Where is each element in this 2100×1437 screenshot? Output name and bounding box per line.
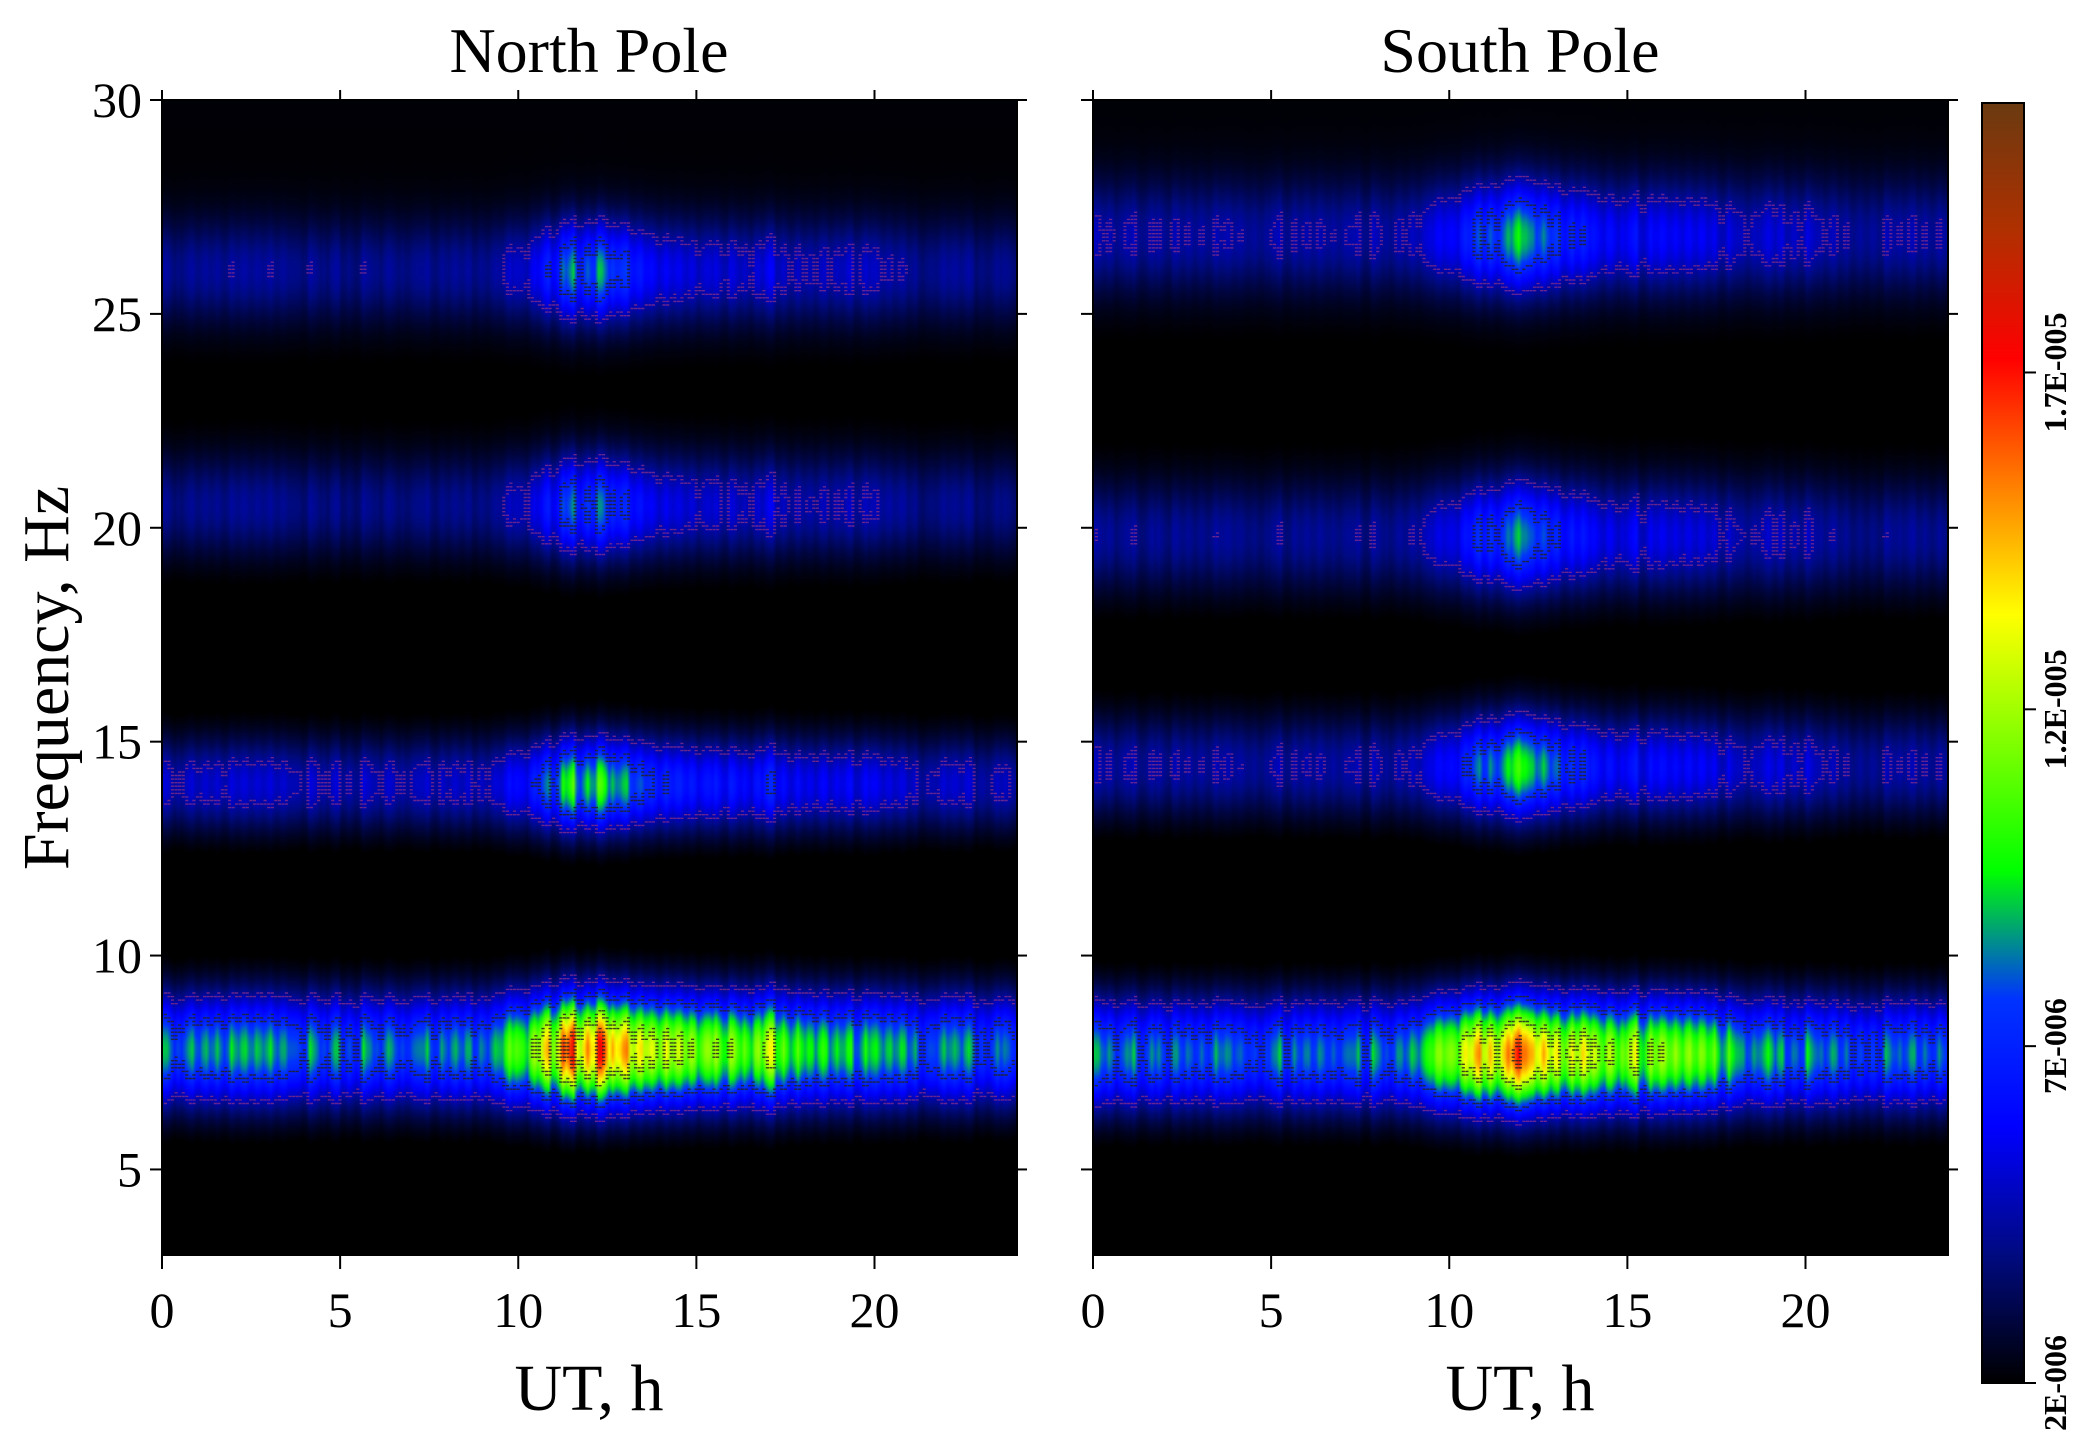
x-tick-label: 0 xyxy=(150,1282,175,1338)
south-heatmap-image xyxy=(1093,100,1948,1255)
south-contour-lines xyxy=(1094,175,1946,1126)
north-heatmap-image xyxy=(162,100,1017,1255)
contour-low-line xyxy=(163,215,1015,1122)
south-panel-title: South Pole xyxy=(1380,15,1659,86)
x-tick-label: 5 xyxy=(1259,1282,1284,1338)
contour-low-line xyxy=(1094,175,1946,1126)
north-x-ticks: 0 5 10 15 20 xyxy=(150,90,900,1338)
y-tick-label: 5 xyxy=(117,1141,142,1197)
colorbar-frame xyxy=(1981,102,2025,1384)
x-tick-label: 15 xyxy=(671,1282,721,1338)
south-x-ticks: 0 5 10 15 20 xyxy=(1081,90,1831,1338)
colorbar-ramp xyxy=(1982,103,2024,1383)
north-plot-frame xyxy=(161,99,1018,1256)
south-plot-frame xyxy=(1092,99,1949,1256)
north-contour-lines xyxy=(163,215,1015,1122)
x-tick-label: 10 xyxy=(493,1282,543,1338)
y-tick-label: 20 xyxy=(92,500,142,556)
colorbar-tick-label: 7E-006 xyxy=(2037,998,2073,1094)
colorbar-tick-label: 1.2E-005 xyxy=(2037,649,2073,769)
south-x-axis-label: UT, h xyxy=(1445,1352,1594,1425)
y-tick-label: 30 xyxy=(92,72,142,128)
north-panel-title: North Pole xyxy=(449,15,728,86)
y-tick-label: 25 xyxy=(92,286,142,342)
colorbar-ticks: 2E-006 7E-006 1.2E-005 1.7E-005 xyxy=(2024,312,2073,1431)
x-tick-label: 20 xyxy=(850,1282,900,1338)
x-tick-label: 20 xyxy=(1781,1282,1831,1338)
north-y-ticks: 5 10 15 20 25 30 xyxy=(92,72,1027,1197)
north-x-axis-label: UT, h xyxy=(514,1352,663,1425)
south-pole-panel: South Pole UT, h 0 5 10 15 20 xyxy=(1081,15,1958,1425)
y-tick-label: 10 xyxy=(92,928,142,984)
contour-high-line xyxy=(163,236,1015,1108)
north-pole-panel: North Pole UT, h Frequency, Hz 0 5 10 15 20 … xyxy=(10,15,1027,1425)
x-tick-label: 0 xyxy=(1081,1282,1106,1338)
colorbar-tick-label: 1.7E-005 xyxy=(2037,312,2073,432)
x-tick-label: 5 xyxy=(328,1282,353,1338)
y-axis-label: Frequency, Hz xyxy=(10,486,83,870)
colorbar-tick-label: 2E-006 xyxy=(2037,1335,2073,1431)
south-y-ticks xyxy=(1081,99,1958,1171)
colorbar: 2E-006 7E-006 1.2E-005 1.7E-005 xyxy=(1981,102,2073,1431)
x-tick-label: 15 xyxy=(1602,1282,1652,1338)
contour-high-line xyxy=(1094,197,1946,1112)
x-tick-label: 10 xyxy=(1424,1282,1474,1338)
y-tick-label: 15 xyxy=(92,714,142,770)
